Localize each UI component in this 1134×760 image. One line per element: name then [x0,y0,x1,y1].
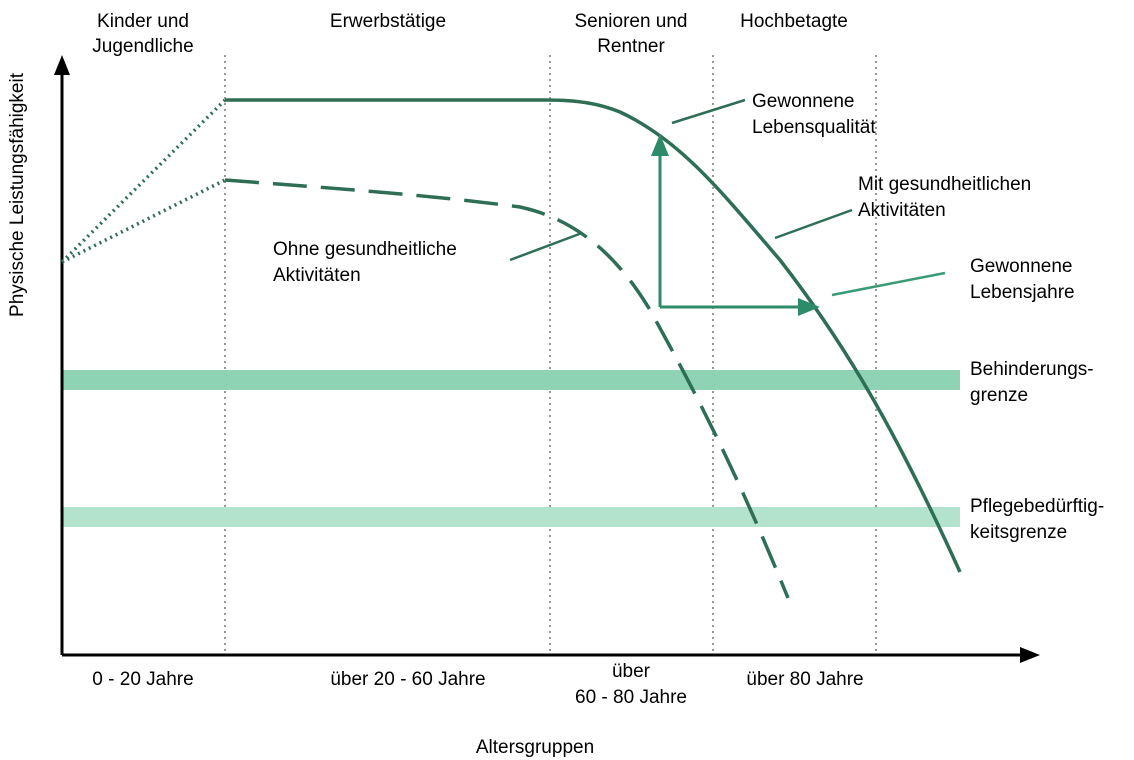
annotation-quality: Gewonnene [752,91,854,112]
annotation-years: Lebensjahre [970,282,1075,303]
labels: Kinder und Jugendliche Erwerbstätige Senior… [7,11,1104,758]
column-title: Rentner [597,36,665,57]
annotation-care: keitsgrenze [970,522,1067,543]
age-group: über 20 - 60 Jahre [330,669,485,690]
callout [671,98,746,125]
column-title: Erwerbstätige [330,11,446,32]
y-arrow [54,55,70,75]
annotation-quality: Lebensqualität [752,117,876,138]
quality-arrowhead [651,134,669,156]
age-group: über [612,661,651,682]
dotted-rise [60,98,227,264]
annotation-disability: Behinderungs- [970,359,1094,380]
annotation-years: Gewonnene [970,256,1072,277]
annotation-without: Aktivitäten [273,265,361,286]
callout [831,271,946,297]
age-group: 0 - 20 Jahre [92,669,193,690]
y-axis-label: Physische Leistungsfähigkeit [7,72,28,317]
callout [774,208,853,240]
annotation-with: Aktivitäten [858,200,946,221]
callout [509,231,583,262]
x-axis-label: Altersgruppen [476,737,594,758]
years-arrowhead [798,298,820,316]
care-band [62,507,960,527]
x-arrow [1020,647,1040,663]
age-group: 60 - 80 Jahre [575,687,687,708]
curve-without [224,178,790,599]
column-title: Hochbetagte [740,11,848,32]
column-title: Kinder und [97,11,189,32]
dotted-rise [61,178,226,264]
axes [54,55,1040,663]
age-group: über 80 Jahre [746,669,863,690]
disability-band [62,370,960,390]
column-title: Jugendliche [92,36,193,57]
curve-with [225,98,962,573]
annotation-without: Ohne gesundheitliche [273,239,457,260]
annotation-with: Mit gesundheitlichen [858,174,1031,195]
dividers [224,55,877,655]
annotation-care: Pflegebedürftig- [970,496,1104,517]
column-title: Senioren und [574,11,687,32]
annotation-disability: grenze [970,385,1028,406]
